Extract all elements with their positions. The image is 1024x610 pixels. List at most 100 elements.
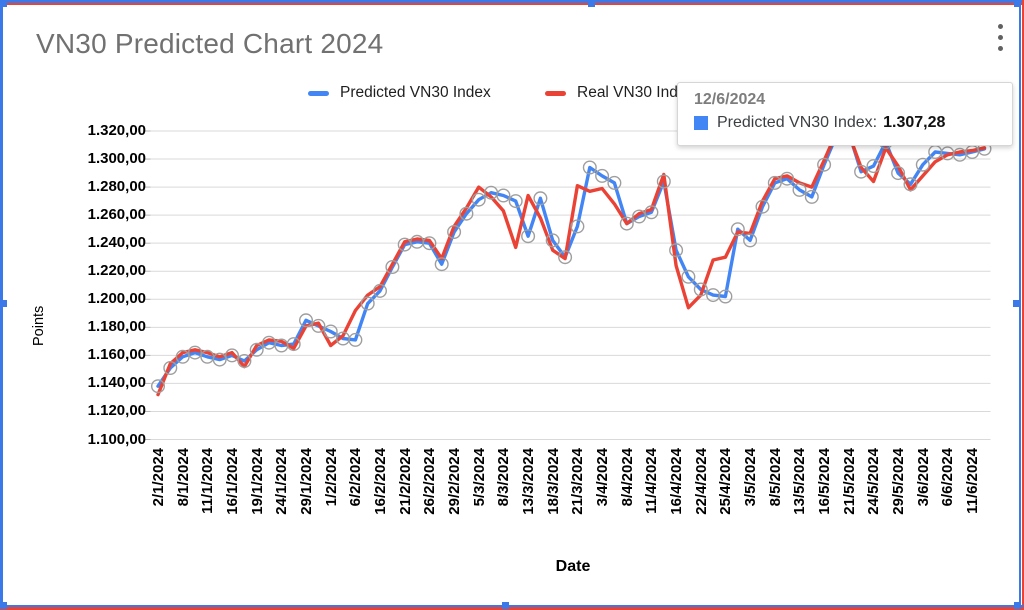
data-point-marker[interactable] xyxy=(669,243,684,258)
data-point-marker[interactable] xyxy=(644,205,659,220)
data-point-marker[interactable] xyxy=(780,171,795,186)
tooltip-series-swatch-icon xyxy=(694,116,708,130)
data-point-marker[interactable] xyxy=(558,250,573,265)
x-axis-tick-label: 11/1/2024 xyxy=(199,448,217,514)
y-axis-tick-label: 1.160,00 xyxy=(87,346,146,364)
data-point-marker[interactable] xyxy=(496,188,511,203)
data-point-marker[interactable] xyxy=(903,177,918,192)
y-axis-tick-label: 1.100,00 xyxy=(87,430,146,448)
kebab-menu-icon xyxy=(997,34,1003,40)
data-point-marker[interactable] xyxy=(619,216,634,231)
data-point-marker[interactable] xyxy=(595,168,610,183)
data-point-marker[interactable] xyxy=(866,159,881,174)
data-point-marker[interactable] xyxy=(224,348,239,363)
data-point-marker[interactable] xyxy=(681,269,696,284)
data-point-marker[interactable] xyxy=(150,379,165,394)
y-axis-title: Points xyxy=(31,305,47,346)
data-point-marker[interactable] xyxy=(237,354,252,369)
data-point-marker[interactable] xyxy=(582,160,597,175)
data-point-marker[interactable] xyxy=(570,219,585,234)
data-point-marker[interactable] xyxy=(187,345,202,360)
x-axis-tick-label: 25/4/2024 xyxy=(717,448,735,515)
tooltip-value: 1.307,28 xyxy=(883,114,946,131)
data-point-marker[interactable] xyxy=(743,233,758,248)
data-point-marker[interactable] xyxy=(804,189,819,204)
data-point-marker[interactable] xyxy=(545,233,560,248)
chart-options-button[interactable] xyxy=(986,16,1014,58)
data-point-marker[interactable] xyxy=(767,175,782,190)
data-point-marker[interactable] xyxy=(915,157,930,172)
x-axis-tick-label: 16/2/2024 xyxy=(372,448,390,515)
legend-item-predicted[interactable]: Predicted VN30 Index xyxy=(308,84,491,101)
selection-handle-sw[interactable] xyxy=(0,602,7,609)
data-point-marker[interactable] xyxy=(632,209,647,224)
x-axis-tick-label: 6/2/2024 xyxy=(347,448,365,507)
data-point-marker[interactable] xyxy=(212,352,227,367)
tooltip-date: 12/6/2024 xyxy=(694,91,766,108)
range-border-top xyxy=(0,2,1024,5)
x-axis-tick-label: 18/3/2024 xyxy=(544,448,562,515)
y-axis-tick-label: 1.240,00 xyxy=(87,234,146,252)
y-axis-tick-label: 1.280,00 xyxy=(87,178,146,196)
selection-border-bottom xyxy=(0,604,1024,607)
data-point-marker[interactable] xyxy=(434,257,449,272)
x-axis-tick-label: 24/5/2024 xyxy=(865,448,883,515)
data-point-marker[interactable] xyxy=(792,182,807,197)
selection-handle-nw[interactable] xyxy=(0,0,7,7)
x-axis-tick-label: 11/6/2024 xyxy=(964,448,982,514)
x-axis-tick-label: 21/2/2024 xyxy=(396,448,414,515)
data-point-marker[interactable] xyxy=(854,164,869,179)
data-point-marker[interactable] xyxy=(311,318,326,333)
data-point-marker[interactable] xyxy=(447,224,462,239)
data-point-marker[interactable] xyxy=(360,296,375,311)
data-point-marker[interactable] xyxy=(385,260,400,275)
x-axis-tick-label: 13/3/2024 xyxy=(520,448,538,515)
data-point-marker[interactable] xyxy=(348,332,363,347)
data-point-marker[interactable] xyxy=(718,289,733,304)
data-point-marker[interactable] xyxy=(891,166,906,181)
x-axis-tick-label: 21/5/2024 xyxy=(840,448,858,515)
selection-handle-n[interactable] xyxy=(588,0,595,7)
x-axis-tick-label: 3/6/2024 xyxy=(914,448,932,507)
x-axis-tick-label: 22/4/2024 xyxy=(692,448,710,515)
data-point-marker[interactable] xyxy=(607,175,622,190)
legend-item-real[interactable]: Real VN30 Index xyxy=(545,84,695,101)
selection-handle-w[interactable] xyxy=(0,300,7,307)
selection-handle-e[interactable] xyxy=(1013,300,1020,307)
data-point-marker[interactable] xyxy=(533,191,548,206)
legend-label-real: Real VN30 Index xyxy=(577,84,695,101)
data-point-marker[interactable] xyxy=(508,194,523,209)
data-point-marker[interactable] xyxy=(817,157,832,172)
y-axis-tick-label: 1.180,00 xyxy=(87,318,146,336)
x-axis-tick-label: 1/2/2024 xyxy=(322,448,340,507)
data-point-marker[interactable] xyxy=(373,283,388,298)
data-point-marker[interactable] xyxy=(755,199,770,214)
data-point-marker[interactable] xyxy=(163,361,178,376)
data-point-marker[interactable] xyxy=(286,337,301,352)
data-point-marker[interactable] xyxy=(730,222,745,237)
selection-border-top xyxy=(0,0,1024,3)
data-point-marker[interactable] xyxy=(471,192,486,207)
data-point-marker[interactable] xyxy=(693,282,708,297)
x-axis-tick-label: 6/6/2024 xyxy=(939,448,957,507)
x-axis-tick-label: 16/5/2024 xyxy=(816,448,834,515)
data-point-marker[interactable] xyxy=(323,324,338,339)
x-axis-tick-label: 11/4/2024 xyxy=(643,448,661,514)
data-point-marker[interactable] xyxy=(299,313,314,328)
selection-handle-s[interactable] xyxy=(502,602,509,609)
x-axis-tick-label: 24/1/2024 xyxy=(273,448,291,515)
legend-swatch-predicted-icon xyxy=(308,90,329,96)
data-point-marker[interactable] xyxy=(521,229,536,244)
data-point-marker[interactable] xyxy=(249,342,264,357)
x-axis-tick-label: 16/4/2024 xyxy=(668,448,686,515)
selection-handle-ne[interactable] xyxy=(1014,0,1021,7)
x-axis-tick-label: 16/1/2024 xyxy=(224,448,241,515)
data-point-marker[interactable] xyxy=(175,349,190,364)
kebab-menu-icon xyxy=(997,45,1003,51)
data-point-marker[interactable] xyxy=(459,206,474,221)
range-border-right xyxy=(1021,0,1024,610)
data-point-marker[interactable] xyxy=(422,236,437,251)
data-point-marker[interactable] xyxy=(656,174,671,189)
selection-handle-se[interactable] xyxy=(1014,602,1021,609)
